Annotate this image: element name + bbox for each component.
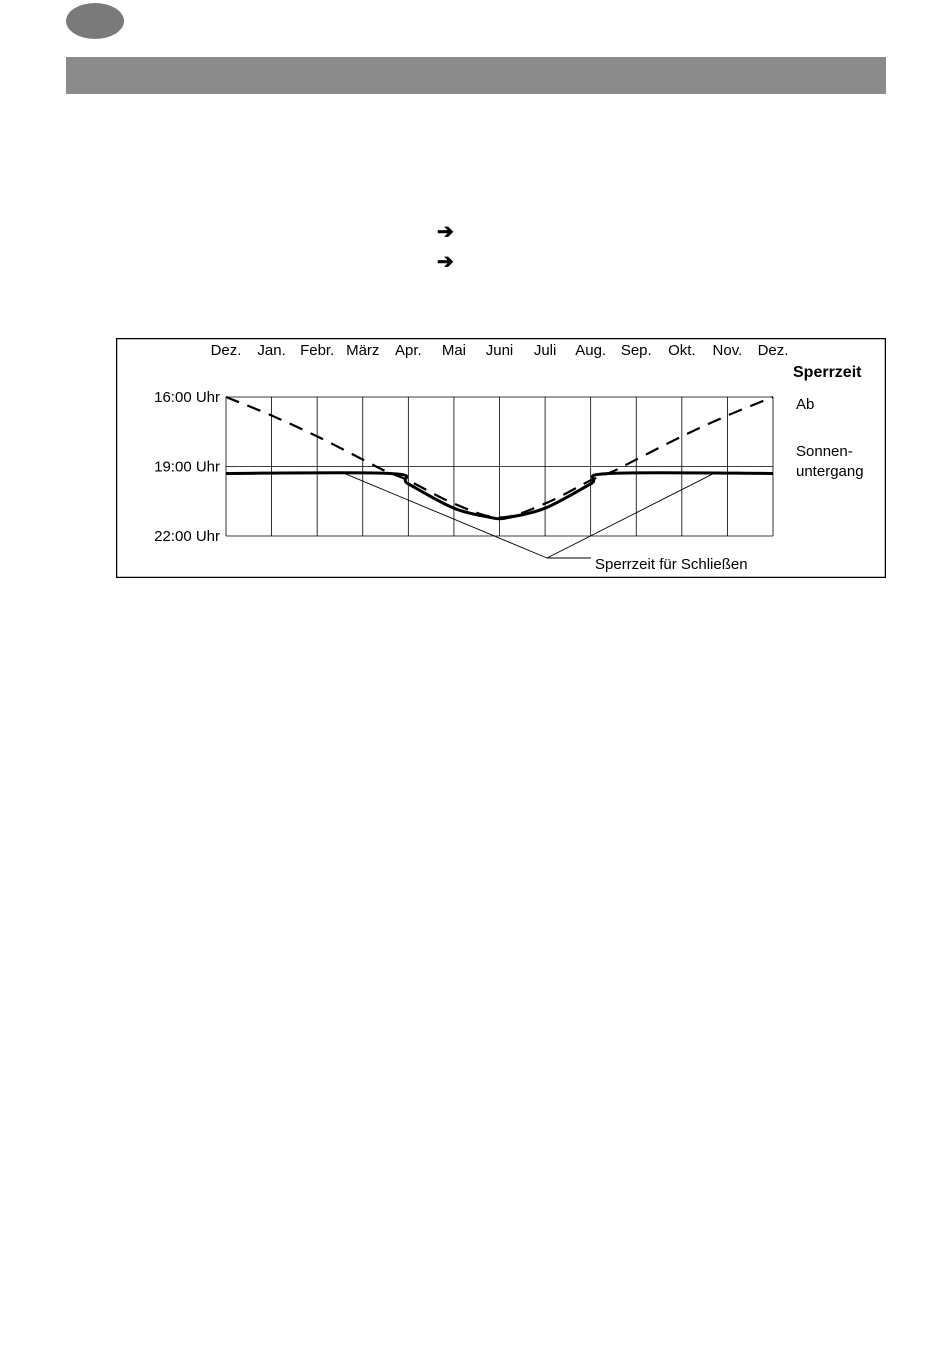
series-line-solid bbox=[225, 471, 774, 521]
sunset-lock-time-chart: Dez. Jan. Febr. März Apr. Mai Juni Juli Aug. Sep.… bbox=[116, 338, 886, 578]
month-labels: Dez. Jan. Febr. März Apr. Mai Juni Juli Aug. Sep.… bbox=[211, 342, 789, 359]
chart-frame bbox=[116, 338, 886, 578]
month-label: Aug. bbox=[575, 342, 606, 359]
annotation-pointer bbox=[344, 473, 548, 559]
month-label: Juli bbox=[534, 342, 557, 359]
y-tick-labels: 16:00 Uhr 19:00 Uhr 22:00 Uhr bbox=[154, 389, 220, 545]
month-label: Dez. bbox=[758, 342, 789, 359]
chart-series bbox=[225, 395, 774, 521]
arrow-right-icon: ➔ bbox=[437, 251, 454, 273]
month-label: Juni bbox=[486, 342, 514, 359]
annotation-label: Sperrzeit für Schließen bbox=[595, 556, 748, 573]
month-label: Febr. bbox=[300, 342, 334, 359]
annotation-pointer bbox=[546, 473, 714, 559]
arrow-right-icon: ➔ bbox=[437, 221, 454, 243]
chart-grid bbox=[225, 396, 774, 537]
header-bar bbox=[66, 57, 886, 94]
month-label: Jan. bbox=[257, 342, 285, 359]
month-label: Nov. bbox=[713, 342, 743, 359]
month-label: Apr. bbox=[395, 342, 422, 359]
y-tick-label: 22:00 Uhr bbox=[154, 528, 220, 545]
language-badge bbox=[66, 3, 124, 39]
month-label: März bbox=[346, 342, 379, 359]
label-sunset-line1: Sonnen- bbox=[796, 443, 853, 460]
month-label: Mai bbox=[442, 342, 466, 359]
month-label: Dez. bbox=[211, 342, 242, 359]
legend-title: Sperrzeit bbox=[793, 364, 862, 381]
month-label: Sep. bbox=[621, 342, 652, 359]
month-label: Okt. bbox=[668, 342, 696, 359]
annotation-lines bbox=[344, 473, 714, 559]
y-tick-label: 16:00 Uhr bbox=[154, 389, 220, 406]
label-sunset-line2: untergang bbox=[796, 463, 864, 480]
label-ab: Ab bbox=[796, 396, 814, 413]
y-tick-label: 19:00 Uhr bbox=[154, 459, 220, 476]
